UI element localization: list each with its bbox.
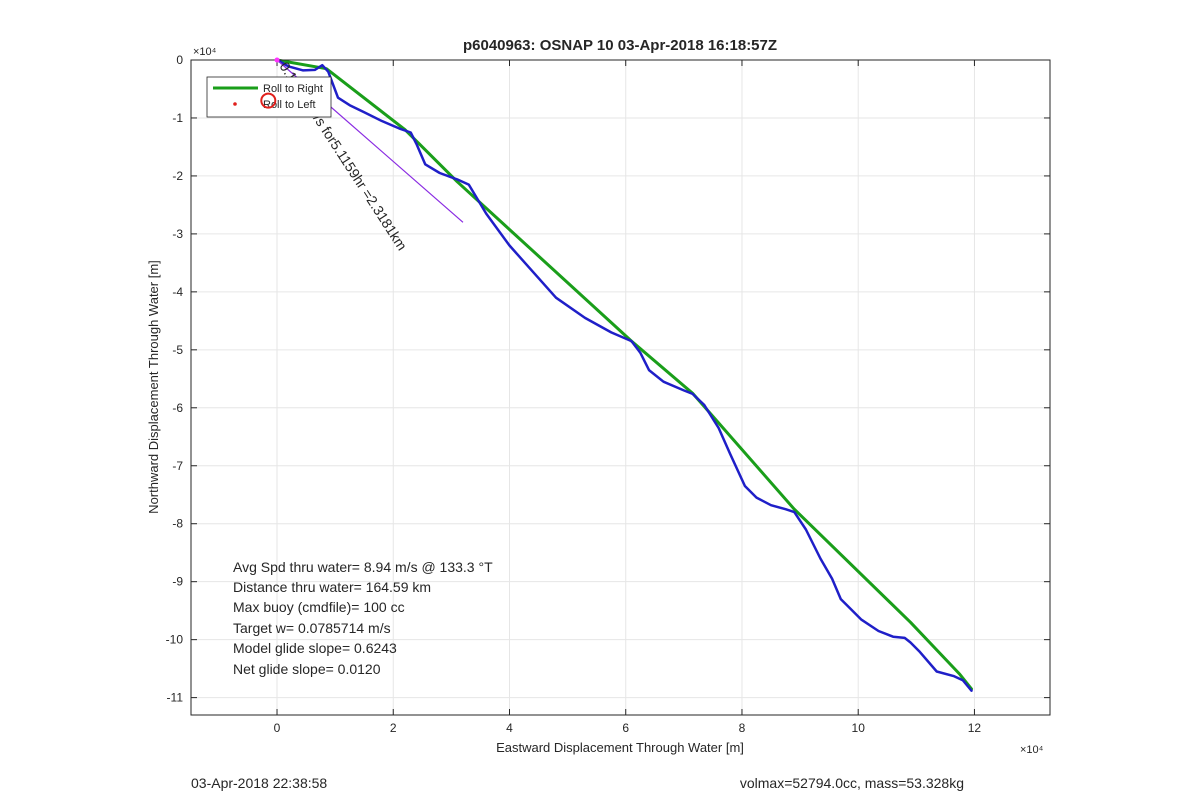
glider-track [275,58,973,692]
stats-line: Net glide slope= 0.0120 [233,661,381,677]
plot-frame [190,59,1051,716]
x-tick-label: 8 [739,721,746,735]
stats-line: Avg Spd thru water= 8.94 m/s @ 133.3 °T [233,559,493,575]
legend-roll-left-label: Roll to Left [263,99,316,111]
y-tick-label: -9 [172,575,183,589]
legend-box [206,76,332,118]
marker-layer [260,57,280,109]
y-tick-label: -11 [167,691,184,705]
x-tick-label: 2 [390,721,397,735]
chart-title: p6040963: OSNAP 10 03-Apr-2018 16:18:57Z [463,37,777,54]
series-layer [275,58,973,692]
y-tick-label: -7 [172,459,183,473]
footer-volmax-mass: volmax=52794.0cc, mass=53.328kg [740,775,964,791]
legend-roll-left-swatch [233,102,237,106]
y-tick-label: -6 [172,401,183,415]
x-tick-label: 0 [274,721,281,735]
legend: Roll to Right Roll to Left [206,76,332,118]
stats-line: Max buoy (cmdfile)= 100 cc [233,599,405,615]
x-tick-label: 4 [506,721,513,735]
y-tick-label: -3 [172,227,183,241]
x-tick-label: 12 [968,721,982,735]
stats-line: Model glide slope= 0.6243 [233,640,397,656]
x-axis-label: Eastward Displacement Through Water [m] [496,740,744,755]
stats-annotation: Avg Spd thru water= 8.94 m/s @ 133.3 °T … [233,559,493,677]
roll-to-right-track [275,58,973,691]
y-tick-label: -2 [172,169,183,183]
x-exponent-label: ×10⁴ [1020,744,1044,756]
axis-ticks: 0 2 4 6 8 10 12 0 -1 -2 -3 -4 -5 -6 -7 -8 -9 -10 -11 [166,53,1050,735]
footer-timestamp: 03-Apr-2018 22:38:58 [191,775,327,791]
y-tick-label: -1 [172,111,183,125]
start-circle-marker [260,92,277,109]
y-tick-label: -5 [172,343,183,357]
plot-area [191,60,1050,715]
stats-line: Distance thru water= 164.59 km [233,579,431,595]
y-axis-label: Northward Displacement Through Water [m] [146,260,161,514]
y-tick-label: -10 [166,633,184,647]
y-tick-label: -4 [172,285,183,299]
x-tick-label: 6 [622,721,629,735]
x-tick-label: 10 [852,721,866,735]
y-tick-label: 0 [176,53,183,67]
y-exponent-label: ×10⁴ [193,46,217,58]
stats-line: Target w= 0.0785714 m/s [233,620,391,636]
origin-marker [274,57,280,63]
legend-roll-right-label: Roll to Right [263,83,323,95]
y-tick-label: -8 [172,517,183,531]
